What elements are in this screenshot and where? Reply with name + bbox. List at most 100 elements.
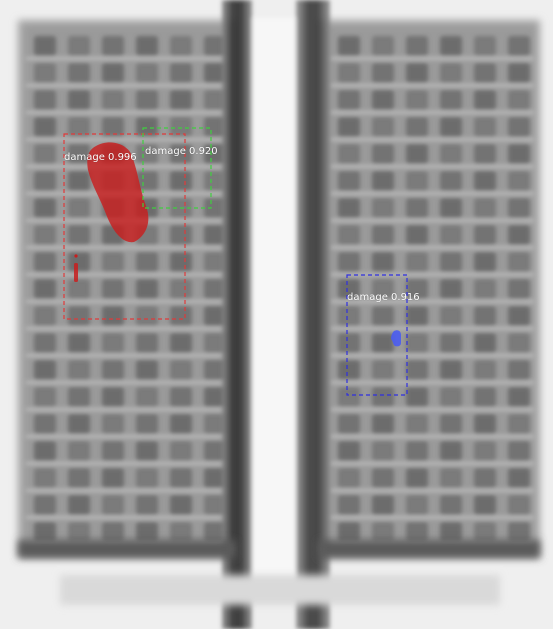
panel-cell [338,144,360,164]
panel-cell [136,90,158,110]
panel-busbar [330,435,534,438]
panel-cell [406,441,428,461]
panel-cell [34,198,56,218]
panel-cell [34,441,56,461]
panel-cell [440,36,462,56]
panel-cell [102,63,124,83]
panel-cell [68,117,90,137]
panel-cell [68,441,90,461]
panel-cell [372,522,394,542]
panel-cell [440,252,462,272]
panel-busbar [26,111,228,114]
panel-cell [440,225,462,245]
panel-cell [406,387,428,407]
panel-cell [440,171,462,191]
panel-cell [440,306,462,326]
panel-busbar [26,138,228,141]
panel-cell [508,522,530,542]
panel-busbar [330,462,534,465]
panel-cell [170,117,192,137]
panel-cell [338,414,360,434]
panel-busbar [330,192,534,195]
panel-cell [136,387,158,407]
panel-cell [204,117,226,137]
panel-cell [474,441,496,461]
panel-cell [474,279,496,299]
panel-cell [372,225,394,245]
panel-cell [372,333,394,353]
panel-cell [508,360,530,380]
panel-cell [102,387,124,407]
panel-cell [34,360,56,380]
left-panel-cells [26,36,228,546]
panel-cell [170,252,192,272]
panel-cell [136,144,158,164]
panel-cell [102,117,124,137]
panel-cell [170,63,192,83]
detection-box-2 [142,127,212,209]
bottom-band [18,540,540,605]
panel-busbar [330,57,534,60]
panel-cell [474,36,496,56]
damage-mask-1 [87,142,149,243]
panel-cell [474,90,496,110]
panel-cell [406,495,428,515]
panel-cell [474,198,496,218]
panel-cell [372,468,394,488]
panel-cell [102,90,124,110]
panel-cell [68,279,90,299]
panel-busbar [26,300,228,303]
panel-cell [136,468,158,488]
panel-cell [440,144,462,164]
panel-cell [406,279,428,299]
panel-cell [508,63,530,83]
panel-cell [508,468,530,488]
panel-cell [68,522,90,542]
panel-cell [440,522,462,542]
panel-cell [406,198,428,218]
panel-cell [34,333,56,353]
panel-cell [68,198,90,218]
panel-cell [440,198,462,218]
panel-cell [34,252,56,272]
panel-cell [68,333,90,353]
panel-cell [338,306,360,326]
panel-cell [338,63,360,83]
detection-label-1: damage 0.996 [64,152,137,163]
panel-busbar [26,354,228,357]
panel-cell [170,279,192,299]
panel-cell [204,63,226,83]
panel-cell [474,144,496,164]
panel-cell [68,252,90,272]
panel-cell [338,117,360,137]
panel-cell [136,522,158,542]
panel-cell [102,522,124,542]
panel-cell [204,387,226,407]
panel-cell [34,414,56,434]
panel-cell [372,414,394,434]
panel-cell [68,306,90,326]
panel-busbar [330,138,534,141]
panel-cell [170,333,192,353]
panel-cell [338,522,360,542]
panel-cell [474,252,496,272]
panel-cell [474,495,496,515]
panel-cell [34,468,56,488]
detection-label-2: damage 0.920 [145,146,218,157]
panel-cell [474,171,496,191]
panel-cell [406,63,428,83]
panel-cell [372,441,394,461]
panel-cell [34,306,56,326]
panel-busbar [26,516,228,519]
panel-cell [508,387,530,407]
panel-cell [406,468,428,488]
panel-cell [204,198,226,218]
panel-busbar [26,435,228,438]
panel-cell [34,225,56,245]
panel-cell [406,225,428,245]
panel-cell [136,441,158,461]
panel-cell [136,333,158,353]
panel-cell [102,414,124,434]
panel-cell [372,306,394,326]
detection-box-3 [346,274,408,396]
